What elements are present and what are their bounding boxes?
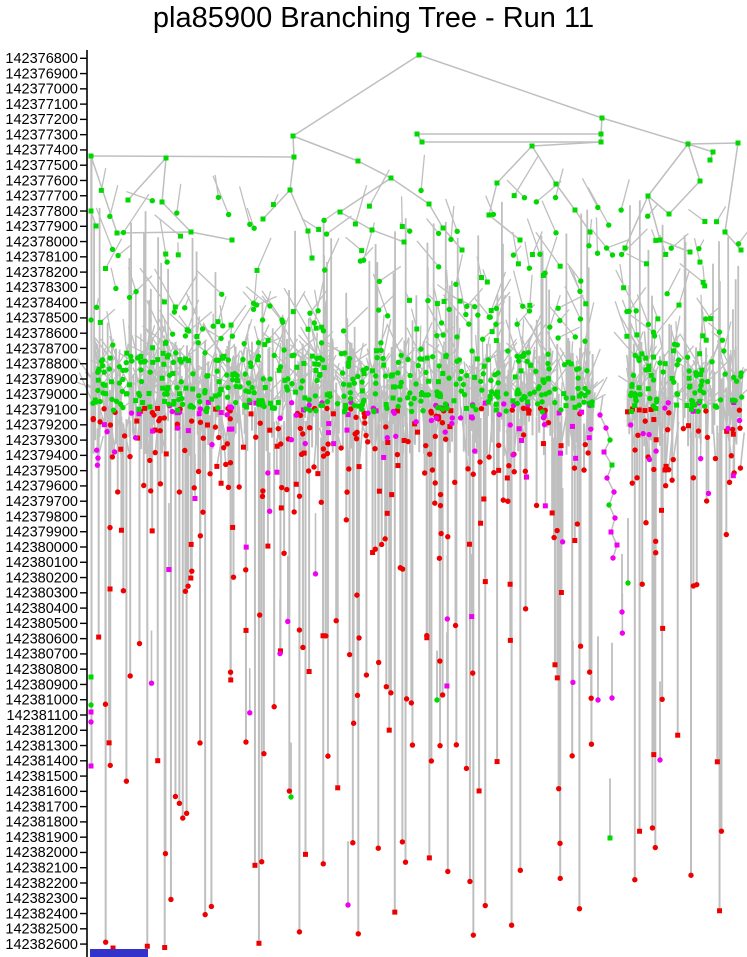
y-tick-label: 142381400	[5, 754, 78, 770]
y-tick-label: 142378600	[5, 326, 78, 342]
y-tick-label: 142379400	[5, 448, 78, 464]
y-tick-label: 142381000	[5, 693, 78, 709]
y-tick-label: 142377900	[5, 219, 78, 235]
y-tick-label: 142380000	[5, 540, 78, 556]
y-tick-label: 142381200	[5, 723, 78, 739]
y-tick-label: 142382000	[5, 845, 78, 861]
y-tick-label: 142379700	[5, 494, 78, 510]
y-tick-label: 142379600	[5, 479, 78, 495]
y-tick-label: 142382400	[5, 906, 78, 922]
y-tick-label: 142377700	[5, 189, 78, 205]
y-tick-label: 142380100	[5, 555, 78, 571]
y-tick-label: 142378300	[5, 280, 78, 296]
y-tick-label: 142382600	[5, 937, 78, 953]
y-tick-label: 142379100	[5, 402, 78, 418]
y-tick-label: 142380200	[5, 570, 78, 586]
y-tick-label: 142382300	[5, 891, 78, 907]
y-tick-label: 142380900	[5, 677, 78, 693]
y-tick-label: 142381100	[6, 708, 78, 724]
y-tick-label: 142380500	[5, 616, 78, 632]
y-tick-label: 142382200	[5, 876, 78, 892]
y-tick-label: 142379200	[5, 418, 78, 434]
y-tick-label: 142378900	[5, 372, 78, 388]
y-tick-label: 142379800	[5, 509, 78, 525]
y-axis: 1423768001423769001423770001423771001423…	[5, 50, 88, 957]
y-tick-label: 142380400	[5, 601, 78, 617]
y-tick-label: 142378100	[5, 250, 78, 266]
y-tick-label: 142382500	[5, 922, 78, 938]
y-tick-label: 142378800	[5, 357, 78, 373]
y-tick-label: 142379000	[5, 387, 78, 403]
y-tick-label: 142376800	[5, 51, 78, 67]
y-tick-label: 142381600	[5, 784, 78, 800]
y-tick-label: 142377300	[5, 127, 78, 143]
y-tick-label: 142382100	[5, 861, 78, 877]
y-tick-label: 142377800	[5, 204, 78, 220]
y-tick-label: 142381800	[5, 815, 78, 831]
y-tick-label: 142377400	[5, 143, 78, 159]
y-tick-label: 142380600	[5, 631, 78, 647]
y-tick-label: 142377200	[5, 112, 78, 128]
y-tick-label: 142377500	[5, 158, 78, 174]
y-tick-label: 142380700	[5, 647, 78, 663]
y-tick-label: 142377000	[5, 82, 78, 98]
y-tick-label: 142378000	[5, 234, 78, 250]
y-tick-label: 142378700	[5, 341, 78, 357]
y-tick-label: 142377100	[5, 97, 78, 113]
y-tick-label: 142378200	[5, 265, 78, 281]
y-tick-label: 142378500	[5, 311, 78, 327]
y-tick-label: 142381900	[5, 830, 78, 846]
y-tick-label: 142379900	[5, 525, 78, 541]
chart-title: pla85900 Branching Tree - Run 11	[152, 2, 595, 34]
y-tick-label: 142378400	[5, 295, 78, 311]
y-tick-label: 142381500	[5, 769, 78, 785]
y-tick-label: 142380800	[5, 662, 78, 678]
tree-nodes	[88, 52, 745, 951]
y-tick-label: 142381700	[5, 799, 78, 815]
y-tick-label: 142377600	[5, 173, 78, 189]
bottom-blue-bar	[90, 949, 148, 957]
y-tick-label: 142379500	[5, 463, 78, 479]
y-tick-label: 142381300	[5, 738, 78, 754]
y-tick-label: 142380300	[5, 586, 78, 602]
y-tick-label: 142376900	[5, 66, 78, 82]
y-tick-label: 142379300	[5, 433, 78, 449]
tree-edges	[74, 54, 747, 948]
